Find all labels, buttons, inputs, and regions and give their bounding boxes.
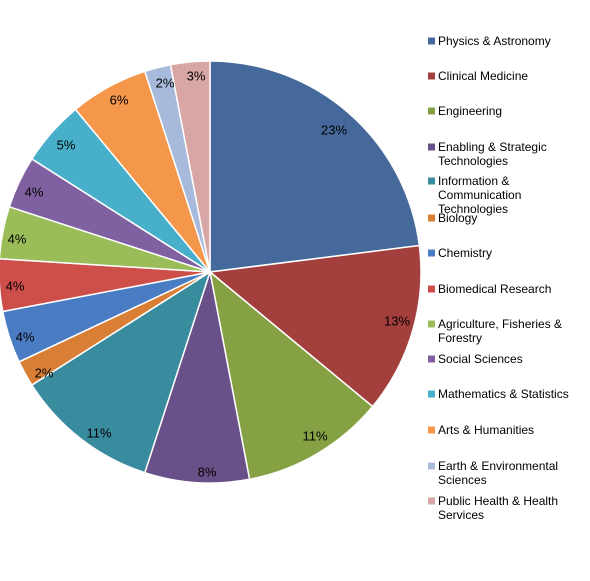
slice-data-label: 5% (57, 137, 76, 152)
legend-swatch (428, 285, 435, 293)
legend-swatch (428, 426, 435, 434)
pie-slice-14 (169, 60, 211, 273)
legend-label: Biology (438, 211, 477, 225)
slice-data-label: 2% (35, 365, 54, 380)
legend-label: Biomedical Research (438, 282, 551, 296)
legend-swatch (428, 355, 435, 363)
slice-data-label: 6% (110, 92, 129, 107)
pie-data-labels: 23% 13% 11% 8% 11% 2% 4% 4% 4% 4% 5% 6% 2% 3% (6, 68, 411, 479)
legend-label: Social Sciences (438, 352, 523, 366)
pie-slices (0, 60, 422, 484)
legend-swatch (428, 143, 435, 151)
legend: Physics & Astronomy Clinical Medicine Engi… (428, 34, 569, 522)
legend-swatch (428, 214, 435, 222)
legend-label: Engineering (438, 104, 502, 118)
legend-label: Clinical Medicine (438, 69, 528, 83)
legend-swatch (428, 497, 435, 505)
legend-label: Chemistry (438, 246, 492, 260)
legend-swatch (428, 462, 435, 470)
legend-label: Information & Communication Technologies (438, 174, 521, 216)
legend-swatch (428, 107, 435, 115)
slice-data-label: 2% (156, 75, 175, 90)
legend-swatch (428, 249, 435, 257)
pie-slice-1 (209, 60, 421, 273)
slice-data-label: 23% (321, 122, 347, 137)
legend-swatch (428, 37, 435, 45)
pie-slice-5 (30, 270, 212, 474)
slice-data-label: 3% (187, 68, 206, 83)
legend-label: Arts & Humanities (438, 423, 534, 437)
pie-slice-2 (208, 244, 422, 408)
slice-data-label: 4% (25, 184, 44, 199)
legend-swatch (428, 72, 435, 80)
pie-slice-8 (0, 258, 211, 313)
legend-label: Public Health & Health Services (438, 494, 558, 522)
pie-slice-3 (208, 270, 374, 481)
legend-label: Physics & Astronomy (438, 34, 551, 48)
pie-slice-4 (143, 271, 251, 484)
legend-label: Earth & Environmental Sciences (438, 459, 558, 487)
slice-data-label: 4% (6, 278, 25, 293)
slice-data-label: 11% (86, 425, 111, 440)
slice-data-label: 8% (198, 464, 217, 479)
legend-label: Agriculture, Fisheries & Forestry (438, 317, 562, 345)
legend-swatch (428, 177, 435, 185)
legend-label: Mathematics & Statistics (438, 387, 569, 401)
slice-data-label: 11% (302, 428, 327, 443)
legend-label: Enabling & Strategic Technologies (438, 140, 547, 168)
slice-data-label: 4% (16, 329, 35, 344)
slice-data-label: 4% (8, 231, 27, 246)
slice-data-label: 13% (384, 313, 410, 328)
legend-swatch (428, 320, 435, 328)
legend-swatch (428, 390, 435, 398)
